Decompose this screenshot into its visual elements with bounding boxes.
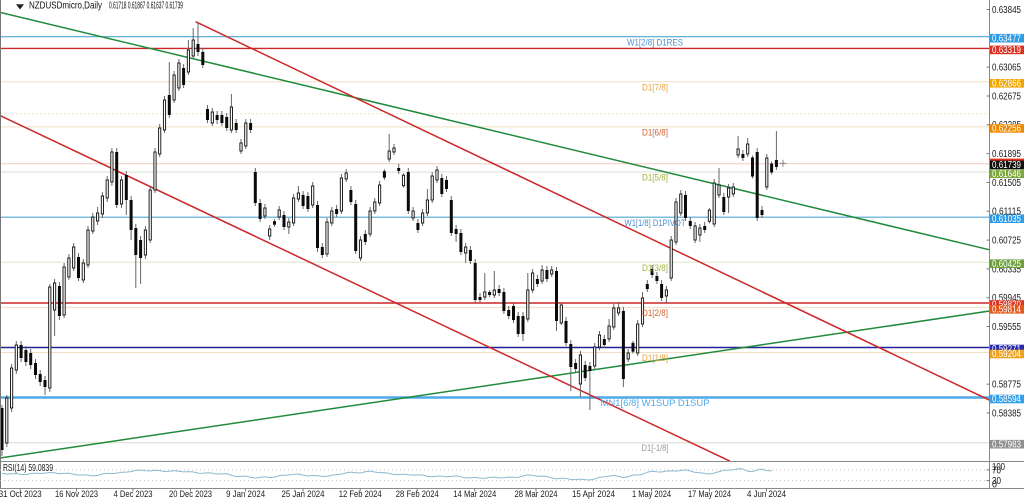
svg-text:D1[-1/8]: D1[-1/8] <box>642 443 669 454</box>
svg-text:31 Oct 2023: 31 Oct 2023 <box>0 489 42 499</box>
svg-text:D1[5/8]: D1[5/8] <box>642 173 668 184</box>
svg-text:0.61718 0.61867 0.61637 0.6173: 0.61718 0.61867 0.61637 0.61739 <box>109 1 183 12</box>
svg-text:0.58594: 0.58594 <box>992 394 1021 405</box>
svg-text:0.59945: 0.59945 <box>992 293 1021 304</box>
svg-text:RSI(14) 59.0839: RSI(14) 59.0839 <box>3 463 53 474</box>
svg-text:0.63319: 0.63319 <box>992 45 1021 56</box>
svg-text:D1[2/8]: D1[2/8] <box>642 308 668 319</box>
svg-text:4 Dec 2023: 4 Dec 2023 <box>114 489 153 499</box>
svg-text:0.60725: 0.60725 <box>992 236 1021 247</box>
svg-text:28 Feb 2024: 28 Feb 2024 <box>396 489 439 499</box>
svg-text:12 Feb 2024: 12 Feb 2024 <box>339 489 382 499</box>
svg-text:14 Mar 2024: 14 Mar 2024 <box>453 489 496 499</box>
svg-text:0.62256: 0.62256 <box>992 124 1021 135</box>
svg-text:0.61505: 0.61505 <box>992 178 1021 189</box>
svg-text:D1[3/8]: D1[3/8] <box>642 263 668 274</box>
svg-text:0.61115: 0.61115 <box>992 207 1021 218</box>
svg-text:D1[7/8]: D1[7/8] <box>642 83 668 94</box>
svg-text:NZDUSDmicro,Daily: NZDUSDmicro,Daily <box>29 1 102 12</box>
svg-text:25 Jan 2024: 25 Jan 2024 <box>282 489 325 499</box>
svg-text:20 Dec 2023: 20 Dec 2023 <box>169 489 212 499</box>
svg-text:30: 30 <box>992 476 1001 487</box>
svg-text:0.61646: 0.61646 <box>992 169 1021 180</box>
svg-text:9 Jan 2024: 9 Jan 2024 <box>226 489 265 499</box>
svg-text:D1[6/8]: D1[6/8] <box>642 128 668 139</box>
svg-text:0.63065: 0.63065 <box>992 63 1021 74</box>
svg-text:0.62675: 0.62675 <box>992 91 1021 102</box>
svg-text:15 Apr 2024: 15 Apr 2024 <box>572 489 615 499</box>
svg-text:17 May 2024: 17 May 2024 <box>688 489 731 499</box>
svg-text:0.57983: 0.57983 <box>992 439 1021 450</box>
svg-text:0.61035: 0.61035 <box>992 214 1021 225</box>
svg-text:0.58385: 0.58385 <box>992 408 1021 419</box>
svg-text:0.63477: 0.63477 <box>992 33 1021 44</box>
svg-text:0: 0 <box>992 480 997 491</box>
svg-text:0.60335: 0.60335 <box>992 264 1021 275</box>
svg-text:W1[2/8] D1RES: W1[2/8] D1RES <box>627 38 683 49</box>
svg-text:0.59555: 0.59555 <box>992 322 1021 333</box>
svg-text:28 Mar 2024: 28 Mar 2024 <box>515 489 558 499</box>
svg-text:D1[1/8]: D1[1/8] <box>642 353 668 364</box>
svg-text:0.63845: 0.63845 <box>992 5 1021 16</box>
svg-text:0.61739: 0.61739 <box>992 160 1021 171</box>
svg-text:0.58775: 0.58775 <box>992 380 1021 391</box>
svg-text:100: 100 <box>992 462 1005 473</box>
svg-text:0.61895: 0.61895 <box>992 149 1021 160</box>
svg-text:70: 70 <box>992 466 1001 477</box>
svg-text:1 May 2024: 1 May 2024 <box>632 489 671 499</box>
svg-text:W1[1/8] D1PIVOT: W1[1/8] D1PIVOT <box>625 218 686 229</box>
svg-text:4 Jun 2024: 4 Jun 2024 <box>747 489 786 499</box>
svg-text:0.59204: 0.59204 <box>992 349 1021 360</box>
svg-text:MN1[6/8] W1SUP D1SUP: MN1[6/8] W1SUP D1SUP <box>600 398 709 409</box>
svg-text:0.59814: 0.59814 <box>992 305 1021 316</box>
svg-text:0.60425: 0.60425 <box>992 259 1021 270</box>
svg-text:16 Nov 2023: 16 Nov 2023 <box>55 489 98 499</box>
svg-text:0.62866: 0.62866 <box>992 79 1021 90</box>
